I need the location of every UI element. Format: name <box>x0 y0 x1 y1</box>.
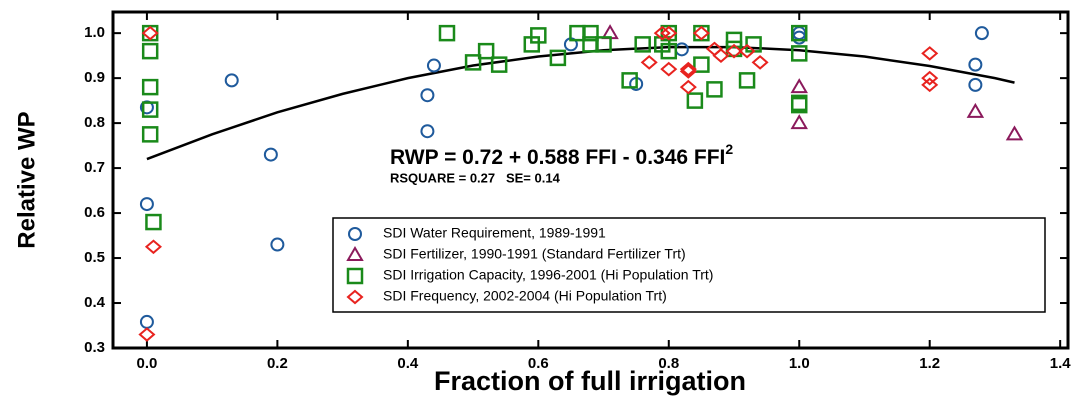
legend-label: SDI Irrigation Capacity, 1996-2001 (Hi P… <box>383 267 713 283</box>
marker <box>145 213 162 231</box>
y-tick-label: 0.5 <box>84 249 105 266</box>
marker <box>921 77 939 93</box>
marker <box>966 102 985 118</box>
equation-superscript: 2 <box>725 141 733 157</box>
y-tick-label: 0.7 <box>84 159 105 176</box>
marker <box>790 96 808 114</box>
legend-label: SDI Fertilizer, 1990-1991 (Standard Fert… <box>383 246 686 262</box>
equation: RWP = 0.72 + 0.588 FFI - 0.346 FFI2 <box>390 141 733 169</box>
marker <box>738 43 756 59</box>
marker <box>141 101 159 118</box>
equation-text: RWP = 0.72 + 0.588 FFI - 0.346 FFI <box>390 146 725 169</box>
y-tick-label: 0.6 <box>84 204 105 221</box>
marker <box>144 239 162 255</box>
marker <box>738 72 756 89</box>
marker <box>139 197 154 212</box>
marker <box>921 70 939 86</box>
marker <box>634 36 651 53</box>
marker <box>790 114 808 130</box>
marker <box>751 55 769 70</box>
marker <box>420 124 435 139</box>
marker <box>692 25 710 41</box>
marker <box>595 36 612 53</box>
legend-label: SDI Water Requirement, 1989-1991 <box>383 225 606 241</box>
marker <box>640 55 658 70</box>
x-axis-label: Fraction of full irrigation <box>434 366 746 396</box>
marker <box>346 289 364 305</box>
x-tick-label: 0.4 <box>397 355 419 372</box>
marker <box>660 61 678 77</box>
marker <box>464 54 482 71</box>
marker <box>582 24 599 42</box>
marker <box>530 27 547 44</box>
y-tick-label: 0.3 <box>84 339 105 356</box>
marker <box>263 147 278 162</box>
marker <box>348 227 362 241</box>
marker <box>974 26 989 41</box>
y-tick-label: 1.0 <box>84 24 105 41</box>
marker <box>712 48 730 63</box>
marker <box>679 64 697 79</box>
marker <box>706 81 723 98</box>
y-tick-label: 0.8 <box>84 114 105 131</box>
marker <box>660 42 678 60</box>
marker <box>725 31 743 49</box>
legend-box <box>332 217 1046 313</box>
marker <box>790 24 808 42</box>
marker <box>549 49 567 67</box>
marker <box>224 73 239 88</box>
marker <box>346 267 364 285</box>
y-tick-label: 0.9 <box>84 69 105 86</box>
marker <box>141 25 159 41</box>
x-tick-label: 1.4 <box>1050 355 1072 372</box>
marker <box>653 25 671 41</box>
marker <box>790 45 808 62</box>
x-tick-label: 1.0 <box>789 355 810 372</box>
x-tick-label: 0.6 <box>528 355 549 372</box>
legend-label: SDI Frequency, 2002-2004 (Hi Population … <box>383 288 667 304</box>
marker <box>790 78 808 94</box>
marker <box>679 79 697 95</box>
marker <box>426 58 441 73</box>
fit-curve <box>146 45 1015 161</box>
marker <box>141 78 159 96</box>
marker <box>968 77 983 92</box>
marker <box>141 42 159 60</box>
y-tick-label: 0.4 <box>84 294 106 311</box>
marker <box>693 56 710 73</box>
x-tick-label: 0.2 <box>267 355 288 372</box>
marker <box>477 42 495 60</box>
x-tick-label: 1.2 <box>919 355 940 372</box>
plot-frame <box>111 10 1070 350</box>
marker <box>921 46 939 61</box>
marker <box>968 57 983 72</box>
marker <box>725 43 743 59</box>
marker <box>660 25 678 41</box>
marker <box>490 56 508 73</box>
marker <box>679 61 697 77</box>
marker <box>420 88 435 103</box>
marker <box>139 314 154 329</box>
marker <box>138 327 156 342</box>
marker <box>270 237 285 252</box>
fit-stats: RSQUARE = 0.27 SE= 0.14 <box>390 170 561 185</box>
marker <box>141 126 159 143</box>
y-axis-label: Relative WP <box>13 111 40 248</box>
marker <box>705 41 723 57</box>
x-tick-label: 0.8 <box>658 355 679 372</box>
x-tick-label: 0.0 <box>136 355 157 372</box>
marker <box>674 42 689 57</box>
marker <box>346 246 364 261</box>
marker <box>621 72 638 89</box>
marker <box>686 92 704 109</box>
marker <box>1005 125 1024 141</box>
marker <box>438 24 456 42</box>
